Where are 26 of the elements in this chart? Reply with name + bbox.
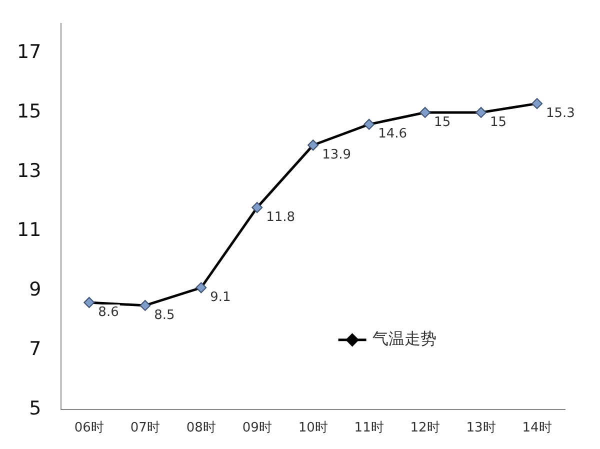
x-tick-label: 07时 — [130, 420, 160, 436]
legend-label: 气温走势 — [372, 329, 436, 348]
data-label: 13.9 — [322, 148, 352, 163]
data-label: 15 — [434, 114, 451, 130]
data-label: 15.3 — [546, 106, 575, 121]
x-tick-label: 12时 — [410, 420, 440, 436]
y-tick-label: 9 — [29, 278, 42, 301]
data-label: 8.6 — [98, 304, 119, 320]
x-tick-label: 13时 — [466, 420, 496, 436]
y-tick-label: 13 — [16, 160, 42, 182]
x-tick-label: 11时 — [354, 420, 384, 436]
y-tick-label: 5 — [29, 397, 42, 420]
data-label: 15 — [490, 114, 507, 130]
data-label: 8.5 — [154, 308, 175, 323]
x-tick-label: 10时 — [298, 420, 328, 436]
x-tick-label: 14时 — [522, 420, 552, 436]
y-tick-label: 15 — [16, 100, 42, 122]
y-tick-label: 17 — [16, 41, 42, 64]
data-label: 14.6 — [378, 126, 408, 142]
data-label: 11.8 — [266, 210, 296, 225]
x-tick-label: 08时 — [186, 420, 216, 436]
data-label: 9.1 — [210, 290, 231, 306]
y-tick-label: 7 — [29, 338, 42, 360]
y-tick-label: 11 — [16, 219, 42, 242]
x-tick-label: 09时 — [242, 420, 272, 436]
x-tick-label: 06时 — [74, 420, 104, 436]
